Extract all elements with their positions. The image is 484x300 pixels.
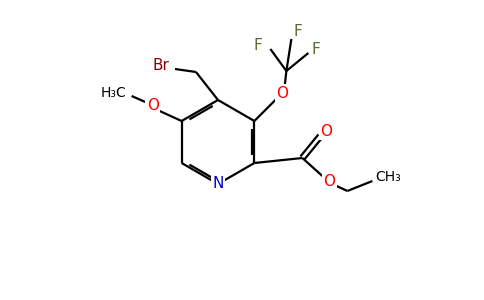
Text: O: O (147, 98, 159, 113)
Text: F: F (312, 41, 321, 56)
Text: F: F (294, 23, 303, 38)
Text: O: O (276, 85, 288, 100)
Text: O: O (320, 124, 333, 139)
Text: F: F (254, 38, 263, 52)
Text: CH₃: CH₃ (376, 170, 401, 184)
Text: H₃C: H₃C (101, 86, 126, 100)
Text: O: O (323, 173, 335, 188)
Text: Br: Br (152, 58, 169, 74)
Text: N: N (212, 176, 224, 191)
